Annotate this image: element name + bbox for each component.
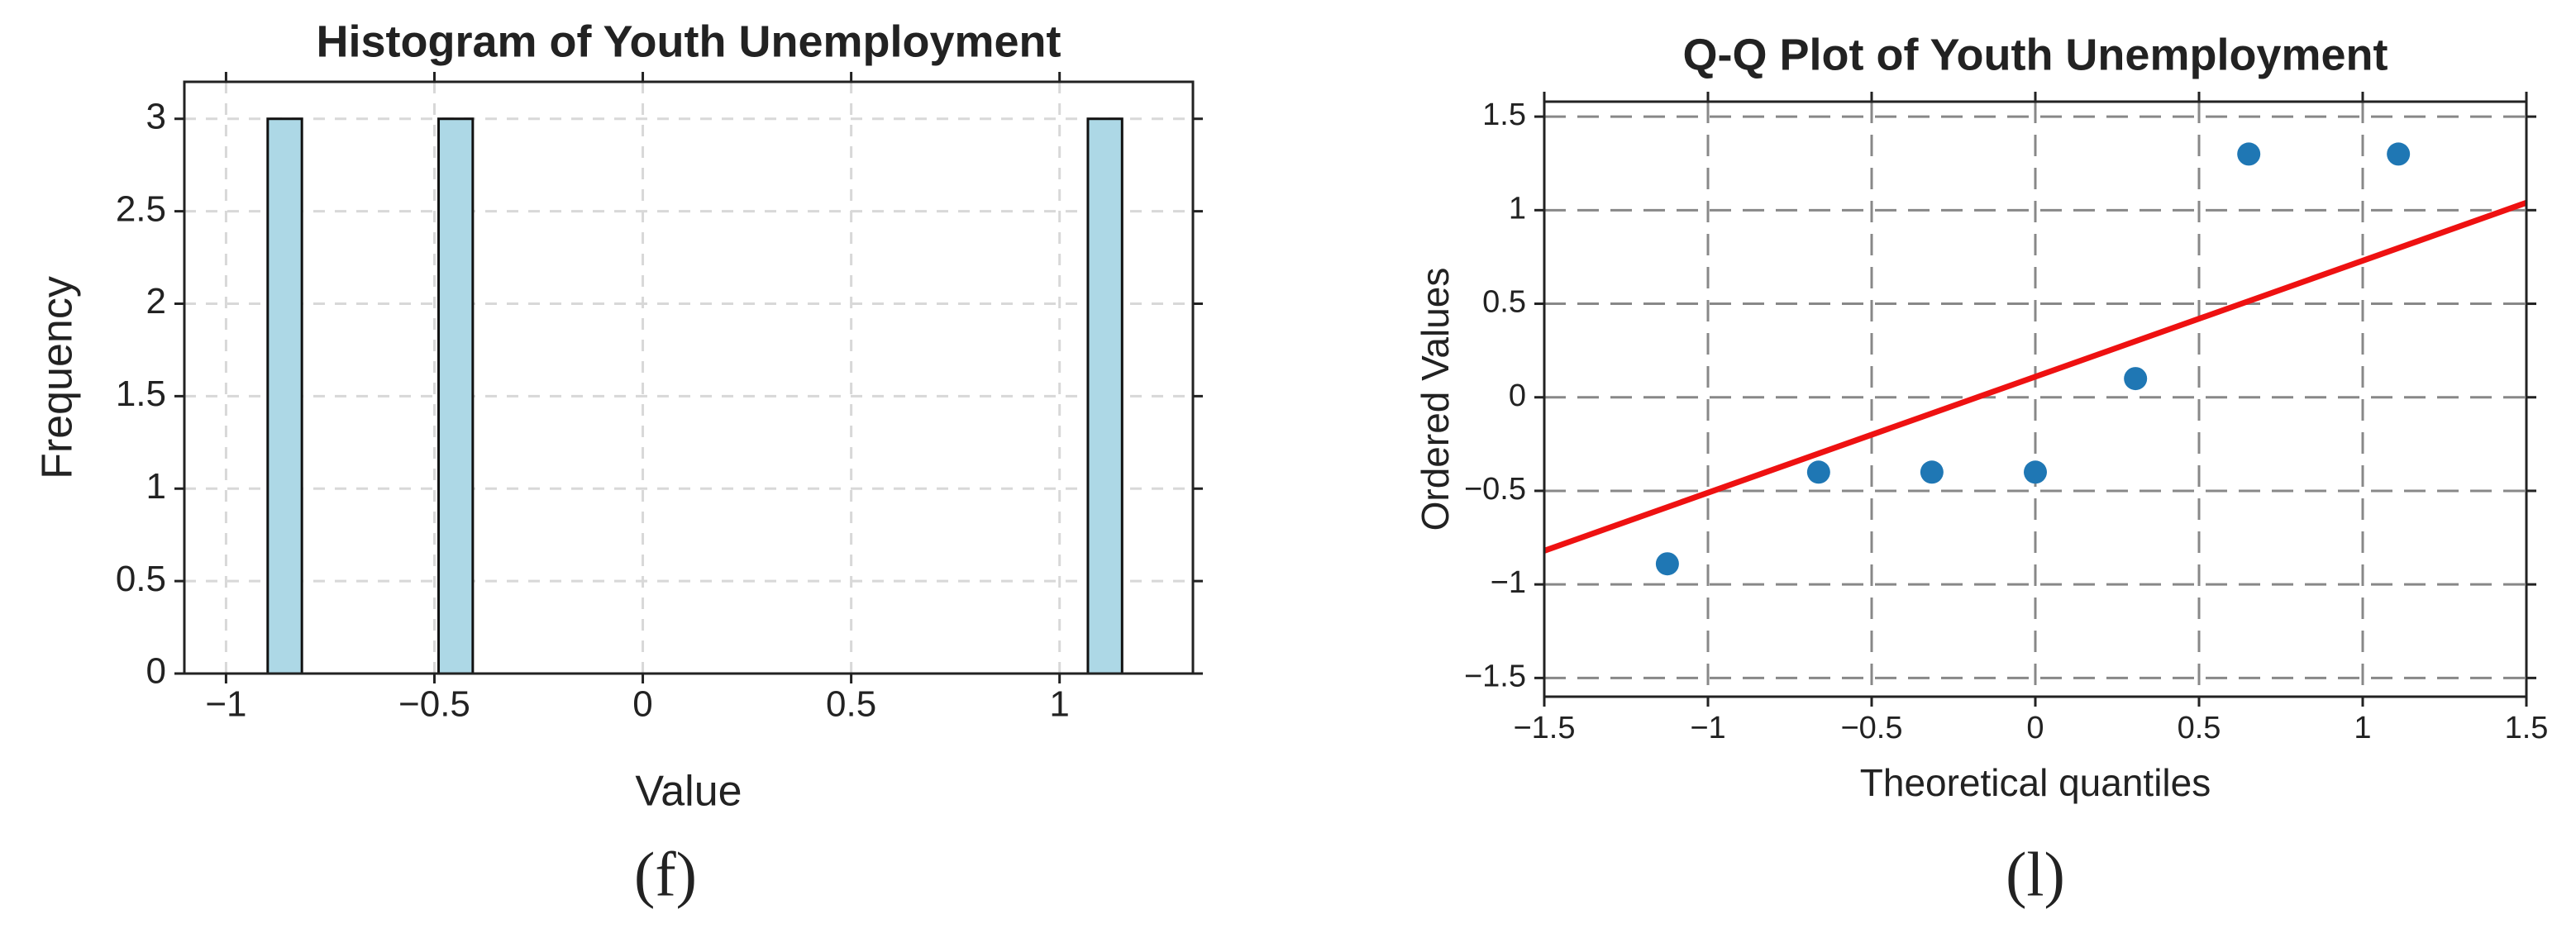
x-tick-label: −1: [1690, 711, 1725, 745]
x-tick-label: −0.5: [1840, 711, 1902, 745]
point: [1655, 552, 1679, 576]
fit-line: [1543, 199, 2528, 554]
y-tick-label: 1: [146, 466, 166, 507]
bar: [1086, 117, 1123, 675]
x-axis-label: Value: [635, 768, 742, 816]
x-tick-label: −1: [205, 684, 246, 725]
caption: (l): [2006, 840, 2065, 909]
y-tick-label: −1: [1491, 565, 1526, 600]
x-tick-label: 0: [2026, 711, 2044, 745]
y-axis-label: Frequency: [34, 276, 82, 479]
x-axis-label: Theoretical quantiles: [1860, 761, 2211, 804]
chart-title: Histogram of Youth Unemployment: [316, 17, 1061, 66]
x-tick-label: −0.5: [398, 684, 470, 725]
y-tick-label: 3: [146, 96, 166, 136]
x-tick-label: 0: [632, 684, 652, 725]
y-tick-label: 0: [146, 651, 166, 692]
x-tick-label: 0.5: [826, 684, 876, 725]
bar: [437, 117, 475, 675]
y-tick-label: 0: [1509, 379, 1526, 413]
x-tick-label: 0.5: [2178, 711, 2221, 745]
y-tick-label: 1.5: [1482, 98, 1526, 132]
x-tick-label: 1.5: [2505, 711, 2549, 745]
y-tick-label: 1: [1509, 191, 1526, 226]
y-tick-label: 2: [146, 281, 166, 321]
axes-frame: [183, 80, 1195, 675]
y-axis-label: Ordered Values: [1414, 268, 1457, 531]
y-tick-label: 2.5: [116, 188, 166, 229]
x-tick-label: 1: [1049, 684, 1069, 725]
y-tick-label: 0.5: [1482, 285, 1526, 320]
chart-title: Q-Q Plot of Youth Unemployment: [1683, 30, 2388, 79]
bar: [266, 117, 303, 675]
y-tick-label: −0.5: [1464, 472, 1526, 507]
point: [2124, 367, 2148, 391]
caption: (f): [634, 840, 697, 909]
point: [1806, 460, 1830, 484]
point: [1920, 460, 1944, 484]
x-tick-label: 1: [2354, 711, 2371, 745]
x-tick-label: −1.5: [1513, 711, 1575, 745]
point: [2024, 460, 2047, 484]
point: [2237, 142, 2261, 166]
y-tick-label: −1.5: [1464, 659, 1526, 693]
y-tick-label: 0.5: [116, 559, 166, 599]
axes-frame: [1543, 100, 2528, 698]
y-tick-label: 1.5: [116, 374, 166, 414]
point: [2387, 142, 2411, 166]
